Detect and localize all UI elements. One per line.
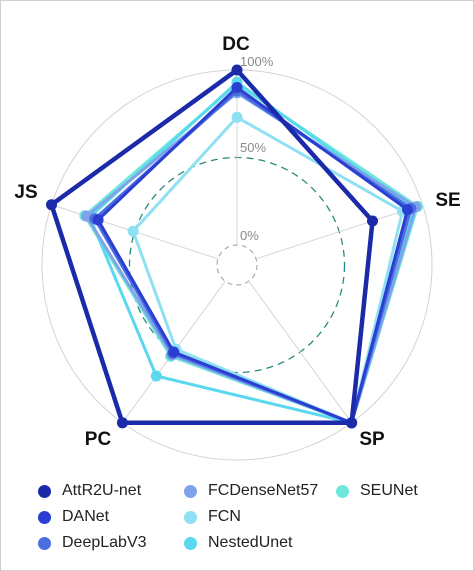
series-line-danet bbox=[96, 86, 409, 425]
series-point-fcn-dc bbox=[231, 111, 243, 123]
axis-label-dc: DC bbox=[222, 34, 250, 55]
series-point-fcn-js bbox=[127, 225, 139, 237]
series-point-fcdensenet57-js bbox=[81, 210, 92, 222]
series-point-attr2u-net-js bbox=[46, 199, 57, 211]
legend-label: DeepLabV3 bbox=[62, 534, 147, 551]
grid-spoke-se bbox=[255, 204, 423, 260]
series-line-attr2u-net bbox=[49, 67, 375, 426]
series-point-attr2u-net-se bbox=[367, 215, 378, 227]
radar-series bbox=[46, 64, 423, 429]
series-point-attr2u-net-pc bbox=[116, 417, 128, 429]
legend-item-danet: DANet bbox=[38, 506, 109, 528]
legend-marker bbox=[184, 536, 197, 550]
series-point-attr2u-net-sp bbox=[346, 417, 358, 429]
legend-item-seunet: SEUNet bbox=[336, 480, 418, 502]
axis-label-se: SE bbox=[435, 190, 460, 211]
legend-marker bbox=[38, 510, 51, 524]
legend-label: NestedUnet bbox=[208, 534, 293, 551]
legend-item-nestedunet: NestedUnet bbox=[184, 532, 293, 554]
axis-label-js: JS bbox=[14, 182, 37, 203]
legend-item-fcn: FCN bbox=[184, 506, 241, 528]
legend-marker bbox=[184, 510, 197, 524]
axis-label-sp: SP bbox=[359, 429, 385, 450]
legend-marker bbox=[38, 536, 51, 550]
legend-label: FCDenseNet57 bbox=[208, 482, 319, 499]
series-point-danet-dc bbox=[231, 82, 243, 93]
legend-item-deeplabv3: DeepLabV3 bbox=[38, 532, 147, 554]
series-line-fcn bbox=[131, 115, 404, 425]
grid-circle-inner bbox=[216, 244, 258, 286]
legend-marker bbox=[38, 484, 51, 498]
legend-label: SEUNet bbox=[360, 482, 418, 499]
series-point-nestedunet-pc bbox=[150, 370, 162, 382]
series-point-attr2u-net-dc bbox=[231, 64, 243, 76]
radar-labels: DC SE SP PC JS 100% 50% 0% bbox=[14, 34, 460, 450]
series-point-danet-se bbox=[402, 204, 413, 216]
axis-label-pc: PC bbox=[85, 429, 112, 450]
legend-label: DANet bbox=[62, 508, 110, 525]
grid-spoke-sp bbox=[248, 280, 353, 424]
legend-label: AttR2U-net bbox=[62, 482, 142, 499]
tick-label-0: 0% bbox=[240, 228, 259, 243]
legend-marker bbox=[336, 484, 349, 498]
tick-label-50: 50% bbox=[240, 140, 266, 155]
series-point-danet-js bbox=[92, 214, 104, 226]
legend-item-fcdensenet57: FCDenseNet57 bbox=[184, 480, 318, 502]
legend: AttR2U-net DANet DeepLabV3 FCDenseNet57 … bbox=[38, 480, 458, 560]
legend-label: FCN bbox=[208, 508, 241, 525]
legend-item-attr2u-net: AttR2U-net bbox=[38, 480, 141, 502]
radar-grid bbox=[41, 69, 433, 461]
series-point-danet-pc bbox=[168, 346, 180, 358]
tick-label-100: 100% bbox=[240, 54, 274, 69]
legend-marker bbox=[184, 484, 197, 498]
